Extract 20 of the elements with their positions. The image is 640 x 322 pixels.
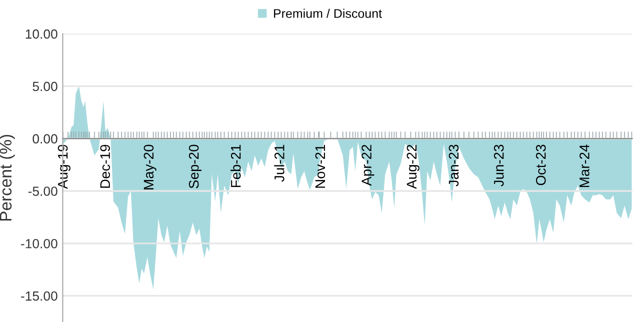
y-tick-label: 5.00 [32,82,58,92]
x-tick-label: Jul-21 [274,144,284,182]
x-tick-label: May-20 [144,144,156,190]
x-tick-label: Jan-23 [448,144,459,186]
x-tick-label: Aug-22 [406,144,420,189]
x-tick-label: Aug-19 [58,144,70,189]
x-tick-label: Jun-23 [494,144,504,186]
x-tick-label: Feb-21 [230,144,241,188]
x-tick-label: Dec-19 [100,144,110,188]
x-tick-label: Oct-23 [536,144,546,186]
x-tick-label: Sep-20 [188,144,202,188]
legend-label: Premium / Discount [274,8,382,18]
y-tick-label: -15.00 [21,291,58,301]
x-tick-label: Mar-24 [580,144,590,188]
y-tick-label: -10.00 [21,238,58,248]
x-tick-label: Nov-21 [315,144,326,188]
y-tick-label: -5.00 [28,186,58,196]
y-tick-label: 0.00 [32,134,58,144]
x-tick-label: Apr-22 [362,144,374,186]
y-tick-label: 10.00 [26,29,58,39]
